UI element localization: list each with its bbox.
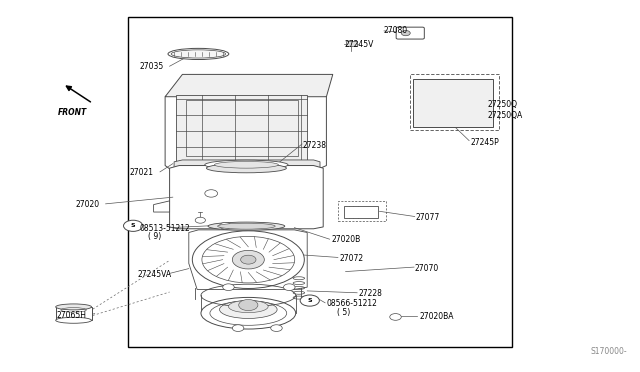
- Polygon shape: [154, 201, 170, 212]
- Text: 27021: 27021: [130, 169, 154, 177]
- Ellipse shape: [201, 298, 296, 329]
- Circle shape: [239, 299, 258, 311]
- Ellipse shape: [192, 231, 305, 289]
- Polygon shape: [174, 160, 320, 170]
- Bar: [56, 307, 92, 320]
- Bar: [128, 17, 512, 347]
- Bar: [346, 41, 357, 46]
- Text: S: S: [131, 223, 136, 228]
- Ellipse shape: [228, 301, 268, 312]
- Bar: [338, 201, 386, 221]
- Polygon shape: [176, 95, 307, 162]
- Circle shape: [232, 250, 264, 269]
- Text: 27070: 27070: [415, 264, 439, 273]
- Text: 27020B: 27020B: [332, 235, 361, 244]
- Circle shape: [220, 222, 231, 229]
- Ellipse shape: [168, 48, 229, 60]
- Bar: [413, 79, 493, 127]
- Ellipse shape: [56, 317, 92, 323]
- Text: 27245P: 27245P: [470, 138, 499, 147]
- Circle shape: [232, 325, 244, 331]
- Polygon shape: [170, 166, 323, 229]
- Text: 27020BA: 27020BA: [419, 312, 454, 321]
- Text: 27080: 27080: [384, 26, 408, 35]
- Circle shape: [124, 220, 143, 231]
- Circle shape: [390, 314, 401, 320]
- Ellipse shape: [208, 222, 285, 230]
- Text: 27245V: 27245V: [344, 40, 374, 49]
- FancyBboxPatch shape: [396, 27, 424, 39]
- Text: 27072: 27072: [339, 254, 364, 263]
- Ellipse shape: [214, 161, 278, 168]
- Text: 27228: 27228: [358, 289, 382, 298]
- Polygon shape: [165, 74, 333, 97]
- Text: 08566-51212: 08566-51212: [326, 299, 377, 308]
- Text: FRONT: FRONT: [58, 108, 87, 117]
- Text: 27250QA: 27250QA: [488, 111, 523, 120]
- Ellipse shape: [205, 160, 288, 170]
- Ellipse shape: [206, 164, 287, 173]
- Circle shape: [223, 284, 234, 291]
- Polygon shape: [165, 89, 326, 171]
- Text: 27250Q: 27250Q: [488, 100, 518, 109]
- Text: 08513-51212: 08513-51212: [140, 224, 190, 233]
- Circle shape: [195, 217, 205, 223]
- Text: ( 9): ( 9): [148, 232, 162, 241]
- Text: S170000-: S170000-: [591, 347, 627, 356]
- Circle shape: [284, 284, 295, 291]
- Text: 27245VA: 27245VA: [138, 270, 172, 279]
- Circle shape: [300, 295, 319, 306]
- Bar: [344, 206, 378, 218]
- Text: 27077: 27077: [416, 213, 440, 222]
- Bar: [410, 74, 499, 130]
- Ellipse shape: [220, 301, 277, 318]
- Circle shape: [205, 190, 218, 197]
- Ellipse shape: [56, 304, 92, 310]
- Text: ( 5): ( 5): [337, 308, 351, 317]
- Circle shape: [241, 255, 256, 264]
- Circle shape: [271, 325, 282, 331]
- Text: S: S: [307, 298, 312, 303]
- Text: 27238: 27238: [302, 141, 326, 150]
- Text: 27020: 27020: [76, 200, 100, 209]
- Circle shape: [401, 31, 410, 36]
- Text: 27065H: 27065H: [56, 311, 86, 320]
- Ellipse shape: [172, 50, 226, 58]
- Text: 27035: 27035: [140, 62, 164, 71]
- Ellipse shape: [218, 223, 275, 229]
